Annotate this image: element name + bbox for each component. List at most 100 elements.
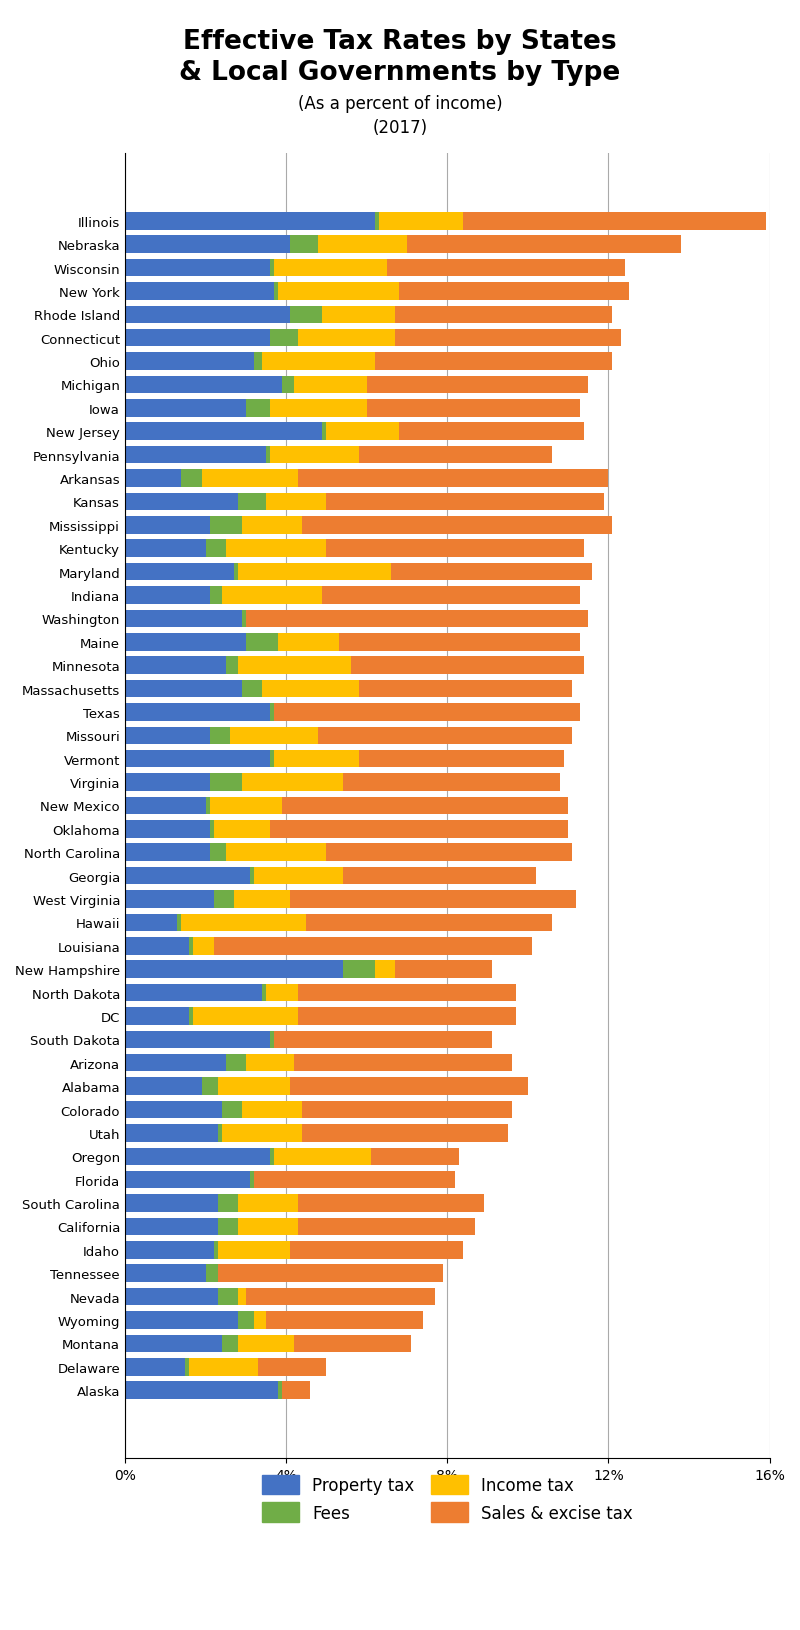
Bar: [226, 540, 326, 557]
Bar: [210, 820, 214, 838]
Bar: [125, 1148, 270, 1165]
Bar: [226, 1055, 246, 1073]
Bar: [374, 960, 395, 978]
Bar: [125, 774, 210, 791]
Bar: [125, 469, 182, 487]
Bar: [274, 704, 580, 720]
Bar: [125, 985, 262, 1002]
Bar: [290, 890, 576, 908]
Bar: [238, 494, 266, 510]
Bar: [350, 657, 584, 675]
Bar: [125, 329, 270, 347]
Bar: [125, 1382, 278, 1399]
Bar: [125, 610, 242, 628]
Bar: [278, 1382, 282, 1399]
Bar: [234, 564, 238, 580]
Bar: [391, 564, 592, 580]
Bar: [290, 1077, 528, 1095]
Bar: [222, 1100, 242, 1118]
Bar: [242, 774, 342, 791]
Bar: [270, 820, 568, 838]
Bar: [125, 1242, 214, 1258]
Bar: [238, 1312, 254, 1328]
Bar: [270, 329, 298, 347]
Bar: [210, 727, 230, 745]
Bar: [182, 914, 306, 932]
Text: (2017): (2017): [373, 119, 427, 137]
Bar: [125, 727, 210, 745]
Bar: [222, 587, 322, 605]
Bar: [262, 985, 266, 1002]
Bar: [254, 867, 342, 885]
Bar: [125, 890, 214, 908]
Bar: [238, 1218, 298, 1236]
Bar: [358, 447, 552, 465]
Bar: [298, 329, 395, 347]
Bar: [222, 1125, 302, 1143]
Bar: [270, 447, 358, 465]
Bar: [290, 306, 322, 324]
Bar: [214, 1242, 218, 1258]
Bar: [254, 1172, 455, 1188]
Bar: [318, 236, 407, 254]
Bar: [306, 914, 552, 932]
Bar: [290, 236, 318, 254]
Bar: [238, 1288, 246, 1306]
Bar: [125, 960, 342, 978]
Bar: [246, 634, 278, 650]
Bar: [182, 469, 202, 487]
Bar: [294, 377, 366, 394]
Bar: [125, 564, 234, 580]
Bar: [326, 424, 399, 440]
Bar: [322, 306, 395, 324]
Bar: [234, 890, 290, 908]
Bar: [210, 587, 222, 605]
Bar: [218, 1125, 222, 1143]
Bar: [298, 1007, 516, 1025]
Bar: [266, 985, 298, 1002]
Bar: [407, 236, 681, 254]
Bar: [125, 494, 238, 510]
Bar: [246, 610, 588, 628]
Bar: [338, 634, 580, 650]
Bar: [202, 469, 298, 487]
Bar: [210, 797, 282, 815]
Bar: [125, 1335, 222, 1353]
Bar: [274, 259, 387, 277]
Bar: [125, 1172, 250, 1188]
Bar: [242, 1100, 302, 1118]
Bar: [326, 540, 584, 557]
Bar: [262, 680, 358, 698]
Bar: [222, 1335, 238, 1353]
Bar: [266, 1312, 423, 1328]
Bar: [374, 214, 378, 230]
Bar: [366, 377, 588, 394]
Bar: [370, 1148, 459, 1165]
Bar: [125, 1077, 202, 1095]
Bar: [250, 1172, 254, 1188]
Bar: [125, 284, 274, 300]
Bar: [125, 937, 190, 955]
Bar: [250, 867, 254, 885]
Bar: [125, 1055, 226, 1073]
Bar: [290, 1242, 463, 1258]
Bar: [218, 1077, 290, 1095]
Bar: [302, 1125, 508, 1143]
Bar: [125, 1288, 218, 1306]
Bar: [463, 214, 766, 230]
Bar: [254, 354, 262, 370]
Bar: [206, 797, 210, 815]
Bar: [294, 1335, 411, 1353]
Bar: [125, 867, 250, 885]
Bar: [342, 867, 536, 885]
Bar: [302, 517, 613, 535]
Bar: [190, 1358, 258, 1376]
Bar: [210, 517, 242, 535]
Bar: [342, 774, 560, 791]
Bar: [246, 1055, 294, 1073]
Text: (As a percent of income): (As a percent of income): [298, 95, 502, 112]
Bar: [218, 1265, 443, 1283]
Bar: [258, 1358, 326, 1376]
Bar: [358, 680, 572, 698]
Bar: [125, 820, 210, 838]
